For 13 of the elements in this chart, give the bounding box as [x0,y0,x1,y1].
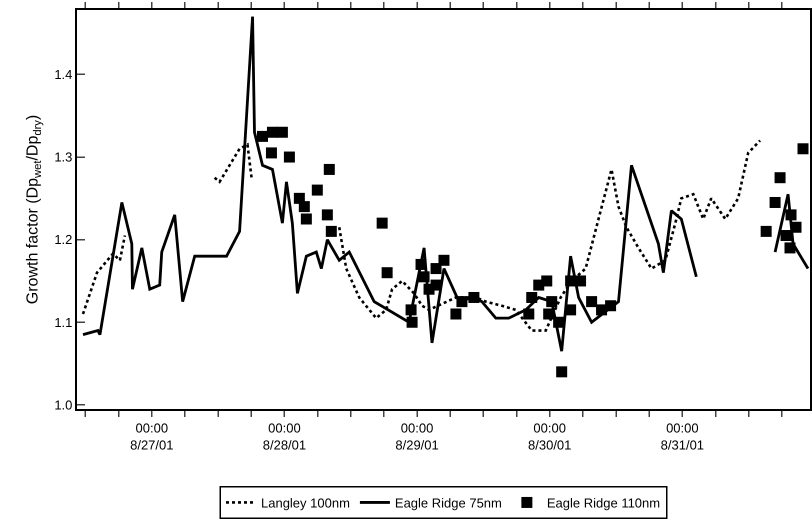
legend-label: Eagle Ridge 110nm [546,496,660,511]
y-tick-label: 1.3 [54,150,72,165]
x-tick-label: 00:00 8/29/01 [395,420,439,452]
legend-label: Eagle Ridge 75nm [394,496,502,511]
y-tick-label: 1.2 [54,232,72,248]
x-tick-label: 00:00 8/30/01 [528,420,572,452]
x-tick-label: 00:00 8/28/01 [262,420,306,452]
x-tick-label: 00:00 8/31/01 [660,420,704,452]
legend-label: Langley 100nm [261,496,350,511]
y-tick-label: 1.4 [54,66,72,82]
y-tick-label: 1.0 [54,397,72,412]
y-tick-label: 1.1 [54,314,72,330]
x-tick-label: 00:00 8/27/01 [130,420,174,452]
